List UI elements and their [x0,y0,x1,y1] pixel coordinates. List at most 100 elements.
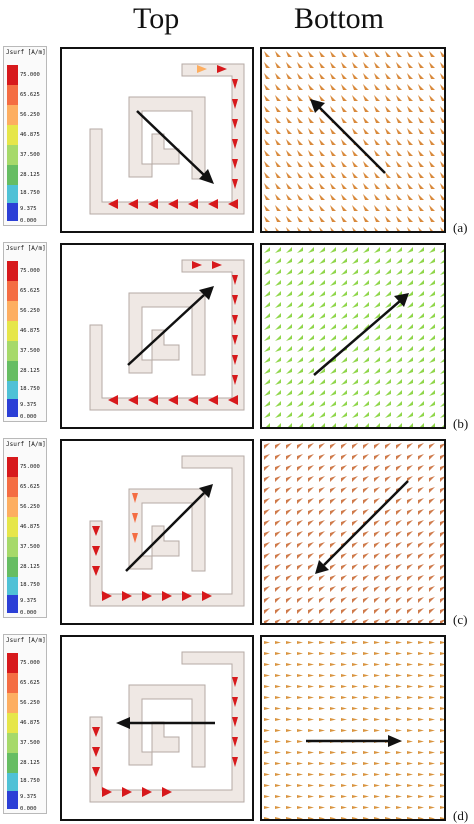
legend-tick: 9.375 [20,206,37,212]
surface-current-field [262,637,444,819]
legend-swatch [7,165,18,185]
row-label: (c) [453,612,468,627]
bottom-panel [260,439,446,625]
top-current-plot [89,455,245,607]
outer-spiral-trace [89,259,245,411]
legend-title: Jsurf [A/m] [6,245,46,252]
legend-swatch [7,301,18,321]
legend-tick: 18.750 [20,778,40,784]
legend-tick: 46.875 [20,132,40,138]
legend-tick: 65.625 [20,288,40,294]
legend-tick: 75.000 [20,268,40,274]
legend-swatch [7,145,18,165]
bottom-panel [260,243,446,429]
current-arrows [92,493,212,601]
legend-swatch [7,497,18,517]
legend-tick: 37.500 [20,544,40,550]
legend-tick: 46.875 [20,524,40,530]
legend-tick: 75.000 [20,72,40,78]
legend-tick: 28.125 [20,368,40,374]
field-direction-arrow [136,110,214,184]
legend-tick: 75.000 [20,660,40,666]
bottom-current-plot [262,637,444,819]
legend-tick: 0.000 [20,610,37,616]
legend-tick: 28.125 [20,760,40,766]
legend-tick: 56.250 [20,308,40,314]
row-b: Jsurf [A/m] 75.000 65.625 56.250 46.875 … [0,240,474,431]
field-direction-arrow [310,99,386,174]
legend-swatch [7,693,18,713]
legend-tick: 46.875 [20,328,40,334]
legend-tick: 65.625 [20,484,40,490]
legend-tick: 65.625 [20,680,40,686]
field-direction-arrow [125,484,213,572]
legend-swatch [7,791,18,809]
legend-tick: 0.000 [20,806,37,812]
legend-swatch [7,733,18,753]
row-d: Jsurf [A/m] 75.000 65.625 56.250 46.875 … [0,632,474,823]
bottom-current-plot [262,245,444,427]
outer-spiral-trace [89,455,245,607]
row-label: (a) [453,220,468,235]
color-legend: Jsurf [A/m] 75.000 65.625 56.250 46.875 … [3,438,47,618]
legend-tick: 56.250 [20,700,40,706]
legend-tick: 28.125 [20,564,40,570]
legend-tick: 0.000 [20,218,37,224]
color-legend: Jsurf [A/m] 75.000 65.625 56.250 46.875 … [3,634,47,814]
field-direction-arrow [116,717,215,729]
legend-tick: 9.375 [20,598,37,604]
legend-tick: 56.250 [20,504,40,510]
header-top: Top [133,2,180,35]
legend-swatch [7,65,18,85]
top-panel [60,439,254,625]
surface-current-field [262,245,444,427]
legend-tick: 37.500 [20,740,40,746]
legend-swatch [7,281,18,301]
legend-title: Jsurf [A/m] [6,49,46,56]
legend-swatch [7,713,18,733]
row-a: Jsurf [A/m] 75.000 65.625 56.250 46.875 … [0,44,474,235]
top-panel [60,635,254,821]
header-bottom: Bottom [294,2,385,35]
legend-swatch [7,105,18,125]
legend-swatch [7,185,18,203]
color-legend: Jsurf [A/m] 75.000 65.625 56.250 46.875 … [3,242,47,422]
bottom-current-plot [262,49,444,231]
surface-current-field [262,441,444,623]
legend-tick: 37.500 [20,152,40,158]
legend-tick: 18.750 [20,190,40,196]
legend-swatch [7,753,18,773]
legend-swatch [7,457,18,477]
legend-swatch [7,557,18,577]
top-current-plot [89,259,245,411]
legend-title: Jsurf [A/m] [6,637,46,644]
legend-tick: 46.875 [20,720,40,726]
legend-tick: 28.125 [20,172,40,178]
color-legend: Jsurf [A/m] 75.000 65.625 56.250 46.875 … [3,46,47,226]
legend-swatch [7,125,18,145]
top-panel [60,243,254,429]
current-arrows [108,65,238,209]
legend-swatch [7,203,18,221]
current-arrows [108,261,238,405]
inner-spiral-trace [128,684,206,768]
legend-swatch [7,361,18,381]
field-direction-arrow [315,480,409,574]
legend-swatch [7,673,18,693]
legend-swatch [7,653,18,673]
legend-swatch [7,477,18,497]
legend-swatch [7,85,18,105]
field-direction-arrow [306,735,402,747]
legend-tick: 9.375 [20,794,37,800]
row-c: Jsurf [A/m] 75.000 65.625 56.250 46.875 … [0,436,474,627]
current-arrows [92,677,238,797]
legend-tick: 56.250 [20,112,40,118]
legend-swatch [7,261,18,281]
bottom-panel [260,47,446,233]
field-direction-arrow [127,286,214,366]
legend-swatch [7,577,18,595]
legend-swatch [7,595,18,613]
legend-tick: 18.750 [20,386,40,392]
legend-tick: 75.000 [20,464,40,470]
legend-swatch [7,341,18,361]
